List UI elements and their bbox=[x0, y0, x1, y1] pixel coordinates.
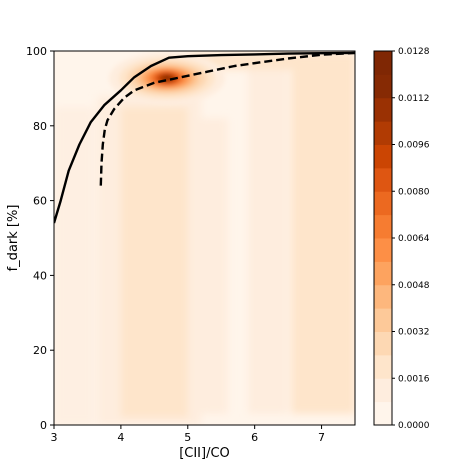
y-axis-label: f_dark [%] bbox=[6, 205, 21, 272]
colorbar-tick-label: 0.0096 bbox=[398, 141, 430, 151]
x-axis-label: [CII]/CO bbox=[179, 446, 230, 461]
colorbar-segment bbox=[374, 191, 392, 216]
x-tick-label: 3 bbox=[51, 431, 58, 444]
colorbar-segment bbox=[374, 121, 392, 145]
solid-series-line bbox=[54, 51, 355, 224]
density-field bbox=[54, 52, 355, 425]
dashed-series-line bbox=[99, 51, 355, 186]
colorbar-tick-label: 0.0064 bbox=[398, 234, 430, 244]
y-tick-label: 40 bbox=[33, 269, 47, 282]
colorbar-tick-label: 0.0128 bbox=[398, 47, 430, 57]
density-band bbox=[247, 65, 289, 414]
density-contour bbox=[163, 75, 172, 81]
y-tick-label: 60 bbox=[33, 195, 47, 208]
density-band bbox=[291, 62, 355, 414]
density-band bbox=[120, 107, 188, 418]
colorbar-tick-label: 0.0016 bbox=[398, 374, 430, 384]
colorbar-segment bbox=[374, 401, 392, 426]
colorbar-segment bbox=[374, 74, 392, 99]
series-lines bbox=[54, 51, 355, 224]
colorbar-segment bbox=[374, 378, 392, 403]
colorbar-segment bbox=[374, 214, 392, 239]
colorbar-tick-label: 0.0032 bbox=[398, 328, 430, 338]
colorbar-segment bbox=[374, 331, 392, 356]
colorbar-tick-label: 0.0112 bbox=[398, 94, 430, 104]
x-axis: 3 4 5 6 7 bbox=[51, 425, 325, 444]
colorbar-segment bbox=[374, 354, 392, 379]
x-tick-label: 7 bbox=[318, 431, 325, 444]
x-tick-label: 4 bbox=[117, 431, 124, 444]
colorbar-segment bbox=[374, 284, 392, 309]
colorbar: 0.0000 0.0016 0.0032 0.0048 0.0064 0.0080 0.00… bbox=[373, 47, 430, 431]
colorbar-segment bbox=[374, 97, 392, 122]
plot-frame bbox=[53, 50, 356, 426]
colorbar-tick-label: 0.0000 bbox=[398, 421, 430, 431]
density-band bbox=[191, 118, 228, 414]
plot-area bbox=[53, 50, 356, 426]
colorbar-segment bbox=[374, 144, 392, 169]
colorbar-segment bbox=[374, 238, 392, 262]
y-tick-label: 20 bbox=[33, 344, 47, 357]
colorbar-segment bbox=[374, 308, 392, 332]
x-tick-label: 5 bbox=[184, 431, 191, 444]
y-tick-label: 80 bbox=[33, 120, 47, 133]
colorbar-segment bbox=[374, 167, 392, 192]
colorbar-segment bbox=[374, 51, 392, 75]
y-tick-label: 0 bbox=[40, 419, 47, 432]
colorbar-tick-label: 0.0080 bbox=[398, 187, 430, 197]
y-tick-label: 100 bbox=[26, 45, 47, 58]
x-tick-label: 6 bbox=[251, 431, 258, 444]
y-axis: 0 20 40 60 80 100 bbox=[26, 45, 54, 432]
colorbar-tick-label: 0.0048 bbox=[398, 281, 430, 291]
colorbar-segment bbox=[374, 261, 392, 286]
